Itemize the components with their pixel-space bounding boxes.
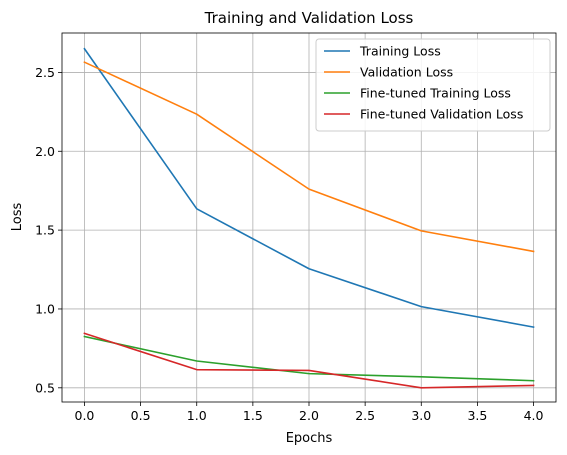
y-tick-label: 2.0: [35, 144, 55, 159]
series-line-4: [83, 332, 535, 389]
y-tick-label: 1.0: [35, 301, 55, 316]
y-tick-label: 2.5: [35, 65, 55, 80]
y-axis: 0.5 1.0 1.5 2.0 2.5: [35, 65, 62, 395]
legend-label: Fine-tuned Training Loss: [360, 86, 511, 101]
y-tick-label: 0.5: [35, 380, 55, 395]
x-axis-title: Epochs: [286, 431, 333, 446]
x-tick-label: 0.0: [75, 408, 95, 423]
legend: Training Loss Validation Loss Fine-tuned T…: [315, 38, 551, 132]
x-tick-label: 1.0: [187, 408, 207, 423]
x-tick-label: 0.5: [131, 408, 151, 423]
legend-label: Fine-tuned Validation Loss: [360, 107, 523, 122]
x-axis: 0.0 0.5 1.0 1.5 2.0 2.5 3.0 3.5 4.0: [75, 402, 544, 423]
series-line-2: [83, 61, 535, 253]
legend-label: Training Loss: [359, 44, 441, 59]
x-tick-label: 2.5: [355, 408, 375, 423]
legend-box: [315, 38, 551, 132]
chart-title: Training and Validation Loss: [204, 9, 414, 27]
y-tick-label: 1.5: [35, 223, 55, 238]
series-line-1: [83, 47, 535, 329]
legend-label: Validation Loss: [360, 65, 453, 80]
x-tick-label: 2.0: [299, 408, 319, 423]
x-tick-label: 4.0: [524, 408, 544, 423]
series-line-3: [83, 335, 535, 382]
y-axis-title: Loss: [10, 203, 25, 232]
x-tick-label: 3.5: [467, 408, 487, 423]
x-tick-label: 3.0: [411, 408, 431, 423]
x-tick-label: 1.5: [243, 408, 263, 423]
series-group: [83, 47, 535, 389]
